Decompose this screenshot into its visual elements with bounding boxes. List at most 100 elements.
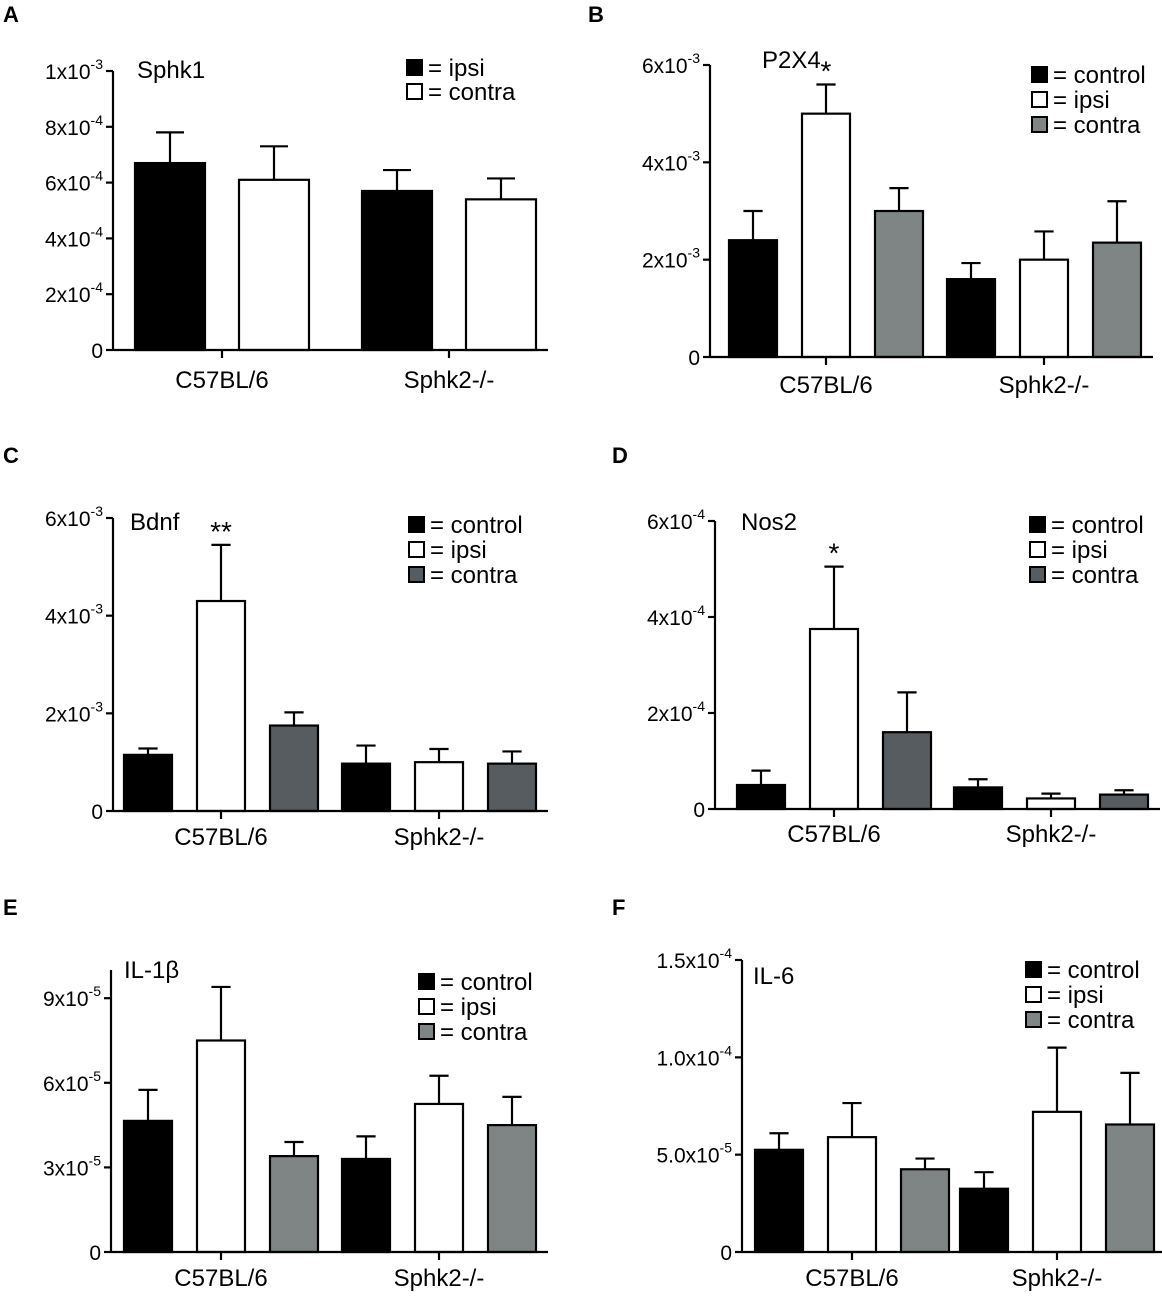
y-tick-mantissa: 4x10 xyxy=(45,228,91,251)
y-tick-label: 5.0x10-5 xyxy=(656,1140,732,1168)
bar-contra-c57bl6 xyxy=(268,724,320,813)
category-label: Sphk2-/- xyxy=(394,1265,485,1292)
y-tick-mantissa: 0 xyxy=(720,1242,732,1265)
chart-title: IL-1β xyxy=(124,957,179,984)
y-tick-mantissa: 0 xyxy=(91,340,103,363)
chart-title: P2X4 xyxy=(762,47,821,74)
y-tick-mantissa: 6x10 xyxy=(43,1073,89,1096)
bar-contra-c57bl6 xyxy=(873,209,925,359)
legend: = ipsi= contra xyxy=(406,55,516,106)
y-tick-label: 4x10-3 xyxy=(642,147,700,175)
legend-swatch-ipsi xyxy=(1029,541,1046,558)
legend-swatch-control xyxy=(1025,961,1042,978)
legend-swatch-contra xyxy=(408,566,425,583)
legend-label-control: = control xyxy=(430,512,523,539)
legend-swatch-ipsi xyxy=(1031,91,1048,108)
panel-letter: A xyxy=(3,2,19,27)
category-label: Sphk2-/- xyxy=(1006,821,1097,848)
y-tick-label: 9x10-5 xyxy=(43,983,101,1011)
panel-a: ASphk102x10-44x10-46x10-48x10-41x10-3C57… xyxy=(3,2,548,394)
y-tick-label: 2x10-4 xyxy=(45,279,103,307)
category-label: C57BL/6 xyxy=(787,821,880,848)
bar-ipsi-c57bl6 xyxy=(195,1039,247,1254)
legend: = control= ipsi= contra xyxy=(1031,62,1146,139)
y-tick-label: 6x10-4 xyxy=(45,168,103,196)
y-tick-exponent: -3 xyxy=(91,56,104,72)
y-tick-mantissa: 2x10 xyxy=(642,250,688,273)
bars xyxy=(122,985,538,1254)
y-tick-label: 0 xyxy=(91,801,103,824)
y-tick-label: 6x10-3 xyxy=(45,503,103,531)
legend-swatch-control xyxy=(1031,66,1048,83)
legend-swatch-control xyxy=(1029,516,1046,533)
legend-swatch-contra xyxy=(418,1023,435,1040)
category-label: C57BL/6 xyxy=(174,1265,267,1292)
bar-control-c57bl6 xyxy=(727,239,779,359)
bars xyxy=(753,1046,1156,1254)
bar-ipsi-c57bl6 xyxy=(133,161,207,352)
legend-label-contra: = contra xyxy=(1053,112,1141,139)
bar-ipsi-sphk2 xyxy=(1018,258,1070,359)
y-tick-exponent: -4 xyxy=(91,112,104,128)
y-tick-label: 6x10-5 xyxy=(43,1068,101,1096)
legend-label-contra: = contra xyxy=(1047,1007,1135,1034)
bars xyxy=(735,565,1150,811)
legend-label-control: = control xyxy=(1047,957,1140,984)
panel-letter: C xyxy=(3,443,19,468)
legend-label-contra: = contra xyxy=(440,1019,528,1046)
bar-control-c57bl6 xyxy=(122,1119,174,1254)
bar-contra-c57bl6 xyxy=(881,731,933,811)
panel-letter: D xyxy=(612,443,628,468)
y-tick-label: 2x10-3 xyxy=(642,245,700,273)
y-tick-label: 1.5x10-4 xyxy=(656,945,732,973)
y-tick-label: 2x10-4 xyxy=(647,698,705,726)
bar-control-sphk2 xyxy=(952,786,1004,811)
panel-letter: B xyxy=(588,2,604,27)
y-tick-mantissa: 0 xyxy=(89,1242,101,1265)
y-tick-exponent: -4 xyxy=(720,1042,733,1058)
y-tick-mantissa: 5.0x10 xyxy=(656,1145,719,1168)
bar-control-sphk2 xyxy=(945,278,997,359)
y-tick-exponent: -3 xyxy=(688,50,701,66)
category-label: C57BL/6 xyxy=(174,824,267,851)
y-tick-mantissa: 1.0x10 xyxy=(656,1047,719,1070)
category-label: Sphk2-/- xyxy=(1012,1265,1103,1292)
significance-marker: * xyxy=(821,55,832,86)
legend-label-ipsi: = ipsi xyxy=(428,55,485,82)
legend-label-control: = control xyxy=(1051,512,1144,539)
y-tick-label: 2x10-3 xyxy=(45,698,103,726)
chart-title: Sphk1 xyxy=(137,57,205,84)
y-tick-exponent: -3 xyxy=(91,503,104,519)
legend-label-contra: = contra xyxy=(430,562,518,589)
bar-contra-c57bl6 xyxy=(899,1168,951,1254)
legend-swatch-ipsi xyxy=(406,59,423,76)
bar-control-sphk2 xyxy=(958,1187,1010,1254)
y-tick-label: 4x10-3 xyxy=(45,601,103,629)
category-label: C57BL/6 xyxy=(779,372,872,399)
legend-swatch-ipsi xyxy=(418,998,435,1015)
category-label: Sphk2-/- xyxy=(404,367,495,394)
y-tick-mantissa: 0 xyxy=(688,347,700,370)
legend: = control= ipsi= contra xyxy=(418,969,533,1046)
y-tick-label: 0 xyxy=(693,799,705,822)
bar-contra-sphk2 xyxy=(464,198,538,352)
bar-ipsi-sphk2 xyxy=(1031,1110,1083,1254)
legend-label-contra: = contra xyxy=(428,79,516,106)
y-tick-label: 0 xyxy=(720,1242,732,1265)
category-label: C57BL/6 xyxy=(175,367,268,394)
legend-swatch-control xyxy=(408,516,425,533)
y-tick-mantissa: 1.5x10 xyxy=(656,950,719,973)
y-tick-mantissa: 4x10 xyxy=(647,607,693,630)
bar-contra-sphk2 xyxy=(1104,1123,1156,1254)
bar-ipsi-c57bl6 xyxy=(826,1136,878,1254)
y-tick-mantissa: 4x10 xyxy=(642,152,688,175)
y-tick-exponent: -5 xyxy=(720,1140,733,1156)
